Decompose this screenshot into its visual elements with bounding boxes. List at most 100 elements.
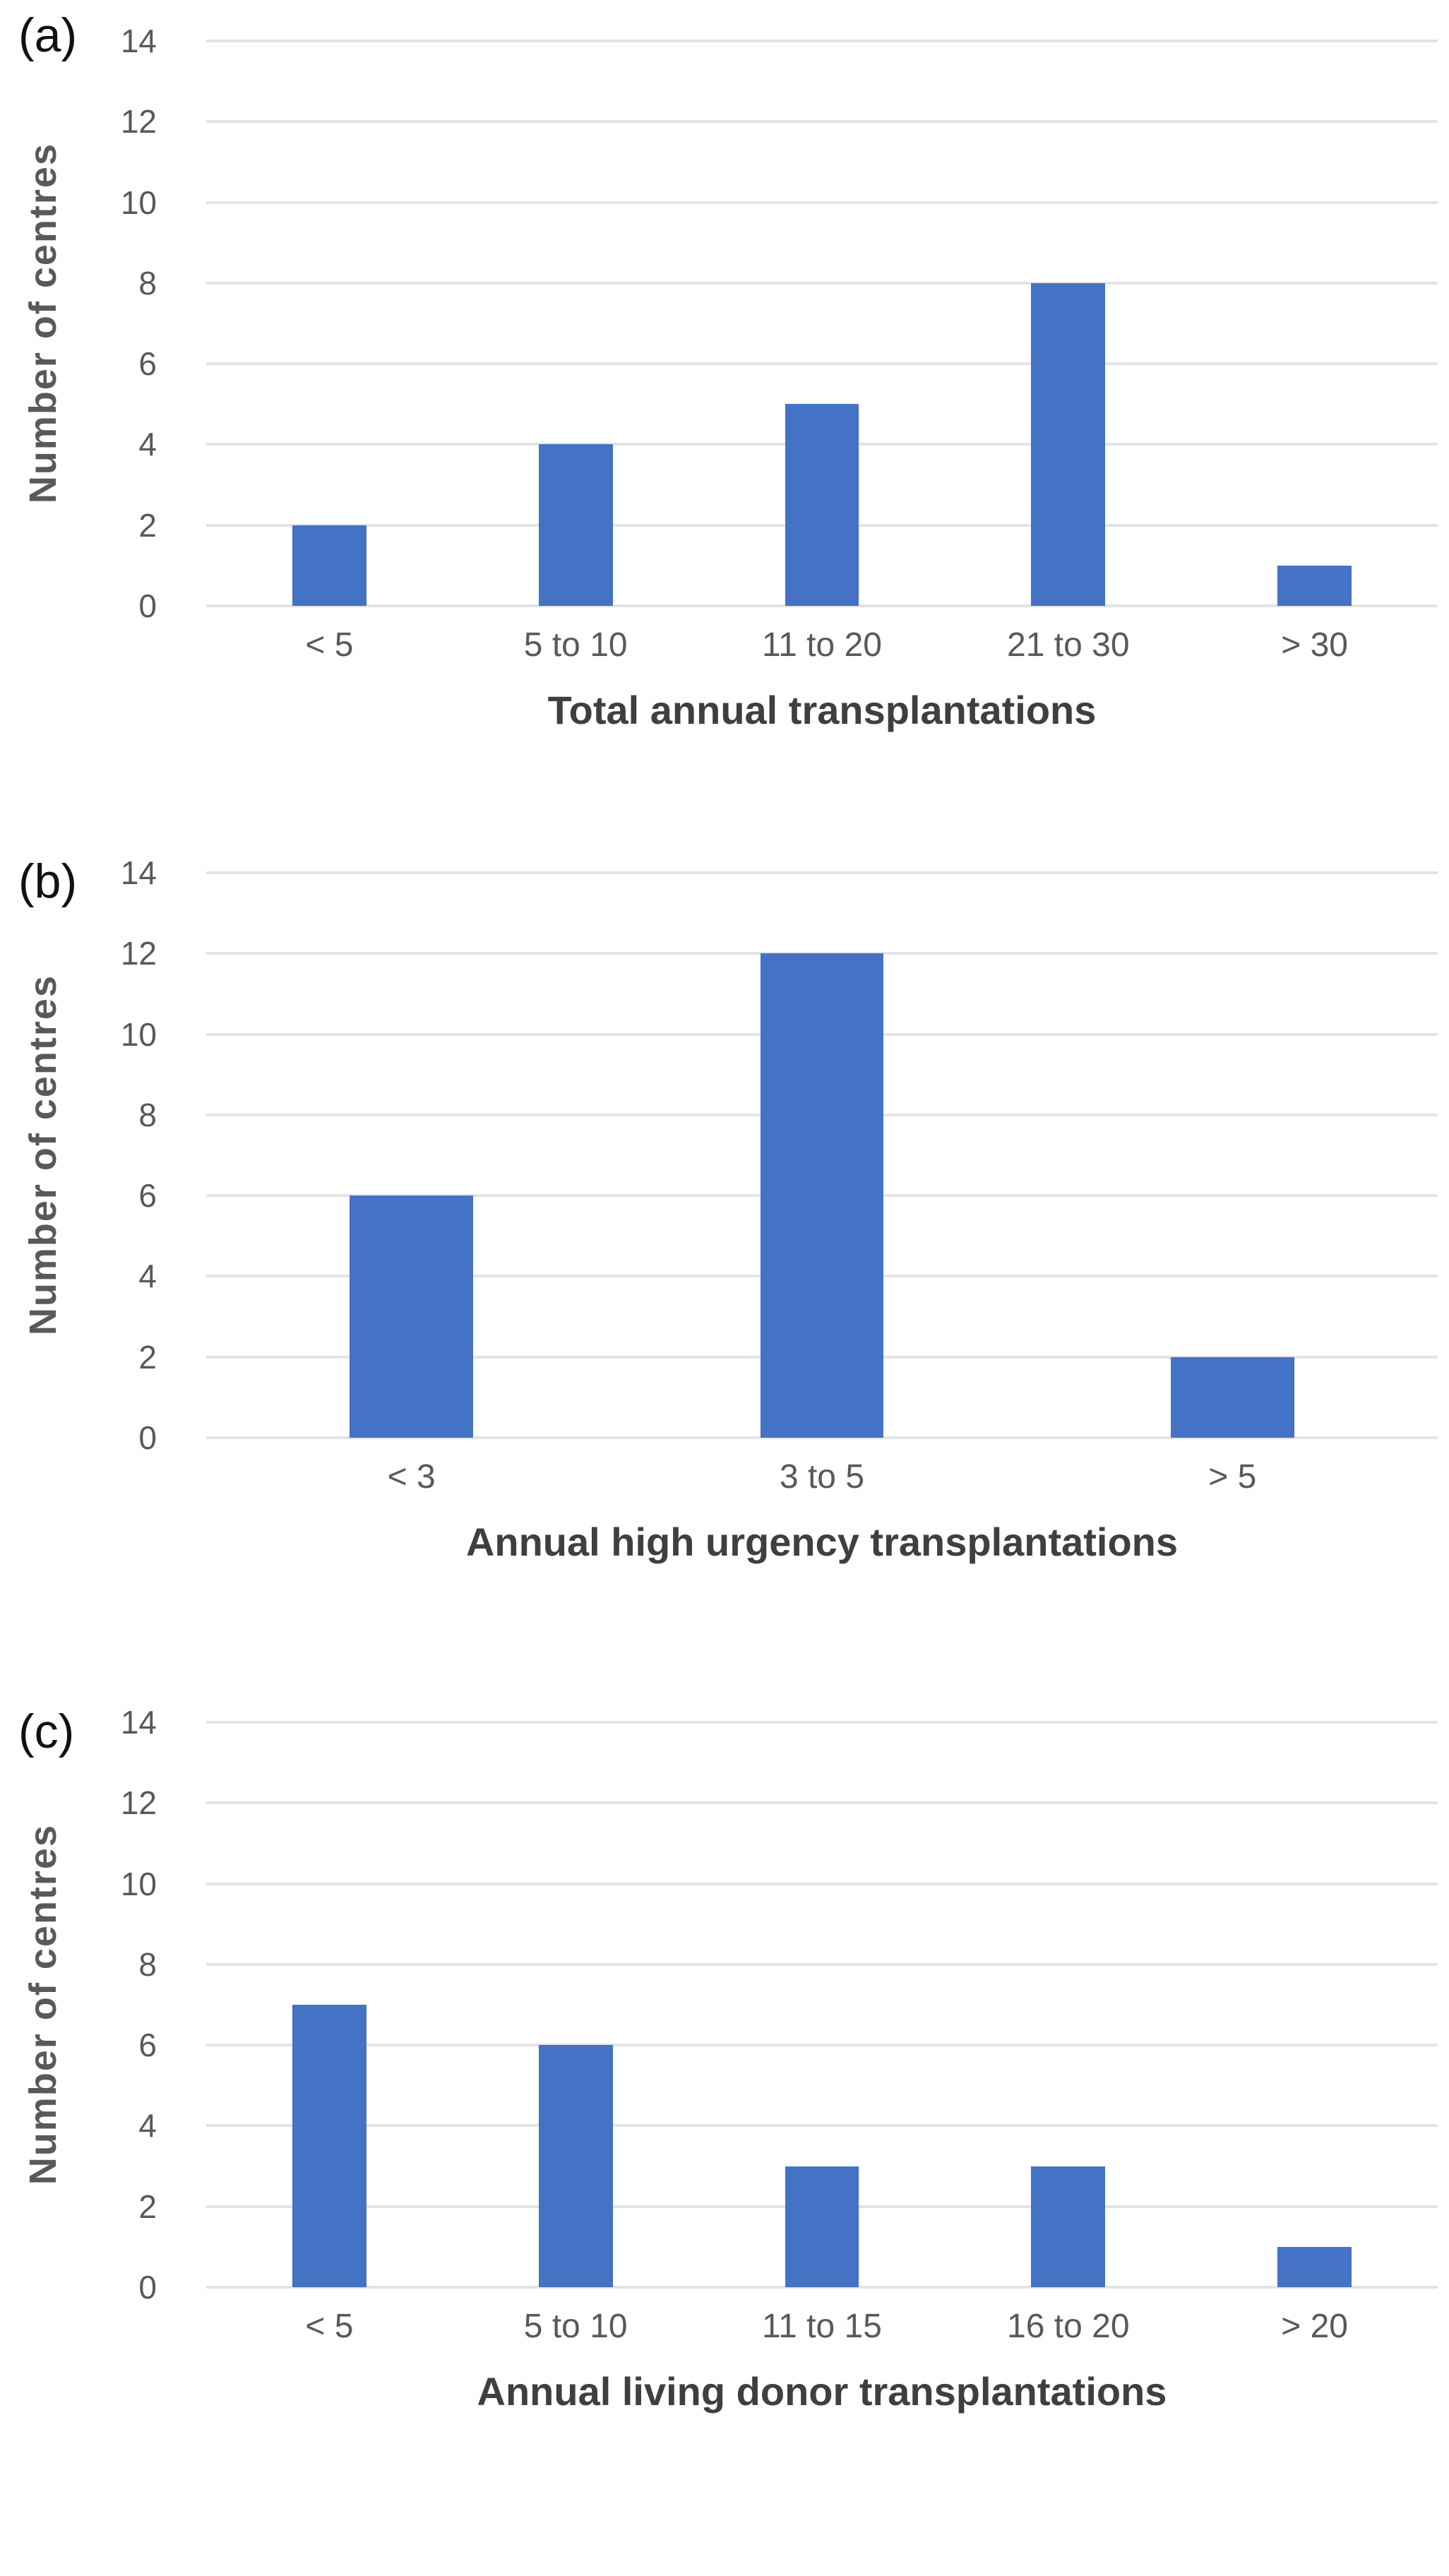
- gridline: [206, 362, 1438, 366]
- chart-area: Number of centres 0 2 4 6 8 10 12 14: [0, 857, 1449, 1454]
- y-tick-label: 2: [138, 506, 157, 544]
- bar->-20: [1277, 2246, 1352, 2287]
- y-tick-label: 4: [138, 426, 157, 463]
- y-tick-label: 12: [120, 103, 157, 141]
- x-axis-title: Annual living donor transplantations: [477, 2368, 1167, 2414]
- bar-3-to-5: [760, 953, 884, 1438]
- bar-16-to-20: [1031, 2166, 1106, 2287]
- x-tick-label: 5 to 10: [523, 626, 628, 664]
- x-tick-label: 11 to 15: [762, 2308, 882, 2345]
- panel-label-b: (b): [18, 854, 78, 908]
- y-tick-label: 6: [138, 1177, 157, 1215]
- bar-<-5: [292, 2005, 366, 2287]
- bar-slot: [1191, 1722, 1438, 2287]
- bar-slot: [453, 41, 699, 606]
- x-tick-label: 16 to 20: [1007, 2308, 1130, 2345]
- bar-5-to-10: [538, 444, 613, 606]
- plot-area: [206, 1721, 1438, 2289]
- x-tick-label: < 5: [305, 626, 354, 664]
- gridline: [206, 120, 1438, 124]
- bar-slot: [1191, 41, 1438, 606]
- gridline: [206, 1882, 1438, 1885]
- gridline: [206, 281, 1438, 285]
- bar-<-5: [292, 525, 366, 606]
- y-axis-title: Number of centres: [0, 873, 86, 1438]
- y-axis-title: Number of centres: [0, 41, 86, 606]
- panel-label-a: (a): [18, 8, 78, 62]
- y-tick-label: 8: [138, 264, 157, 302]
- x-tick-label: 21 to 30: [1007, 626, 1130, 664]
- gridline: [206, 201, 1438, 204]
- y-tick-label: 12: [120, 1784, 157, 1822]
- bar-5-to-10: [538, 2045, 613, 2287]
- x-axis-title: Annual high urgency transplantations: [465, 1519, 1179, 1564]
- bar-slot: [945, 1722, 1191, 2287]
- y-tick-label: 8: [138, 1096, 157, 1133]
- x-axis-labels: < 5 5 to 10 11 to 15 16 to 20 > 20: [206, 2308, 1438, 2346]
- x-tick-label: < 5: [305, 2308, 354, 2345]
- y-axis-ticks: 0 2 4 6 8 10 12 14: [86, 857, 162, 1454]
- y-axis-title: Number of centres: [0, 1722, 86, 2287]
- y-tick-label: 10: [120, 1865, 157, 1902]
- y-tick-label: 14: [120, 23, 157, 59]
- y-tick-label: 2: [138, 2188, 157, 2225]
- gridline: [206, 871, 1438, 874]
- bars-row: [206, 873, 1438, 1438]
- bar->-5: [1171, 1356, 1294, 1438]
- y-axis-title-text: Number of centres: [22, 1824, 64, 2186]
- chart-area: Number of centres 0 2 4 6 8 10 12 14: [0, 25, 1449, 622]
- y-tick-label: 4: [138, 2107, 157, 2145]
- plot-area: [206, 871, 1438, 1439]
- x-tick-label: 11 to 20: [762, 626, 882, 664]
- y-tick-label: 12: [120, 935, 157, 972]
- bar-slot: [699, 1722, 946, 2287]
- chart-area: Number of centres 0 2 4 6 8 10 12 14: [0, 1706, 1449, 2303]
- x-tick-label: < 3: [387, 1458, 436, 1496]
- bars-row: [206, 41, 1438, 606]
- bar-21-to-30: [1031, 282, 1106, 606]
- bar->-30: [1277, 565, 1352, 606]
- y-tick-label: 10: [120, 184, 157, 221]
- y-tick-label: 0: [138, 2269, 157, 2306]
- y-tick-label: 2: [138, 1338, 157, 1376]
- plot-area: [206, 40, 1438, 607]
- y-tick-label: 6: [138, 345, 157, 383]
- bar-slot: [206, 1722, 453, 2287]
- x-tick-label: > 5: [1208, 1458, 1257, 1496]
- bar-slot: [699, 41, 946, 606]
- y-tick-label: 8: [138, 1945, 157, 1983]
- gridline: [206, 2124, 1438, 2128]
- y-tick-label: 4: [138, 1258, 157, 1295]
- y-axis-ticks: 0 2 4 6 8 10 12 14: [86, 25, 162, 622]
- gridline: [206, 604, 1438, 607]
- y-tick-label: 6: [138, 2027, 157, 2064]
- y-axis-title-text: Number of centres: [22, 974, 64, 1336]
- gridline: [206, 2044, 1438, 2047]
- bar-slot: [616, 873, 1027, 1438]
- bar-11-to-20: [785, 404, 859, 606]
- y-tick-label: 10: [120, 1015, 157, 1053]
- gridline: [206, 2286, 1438, 2289]
- y-axis-title-text: Number of centres: [22, 143, 64, 504]
- x-tick-label: > 30: [1281, 626, 1348, 664]
- y-axis-ticks: 0 2 4 6 8 10 12 14: [86, 1706, 162, 2303]
- chart-panel-a: (a) Number of centres 0 2 4 6 8 10 12 14 < 5 5 t…: [0, 0, 1449, 784]
- x-axis-labels: < 5 5 to 10 11 to 20 21 to 30 > 30: [206, 626, 1438, 664]
- bar-slot: [945, 41, 1191, 606]
- y-tick-label: 14: [120, 854, 157, 891]
- x-axis-labels: < 3 3 to 5 > 5: [206, 1458, 1438, 1496]
- chart-panel-c: (c) Number of centres 0 2 4 6 8 10 12 14 < 5 5 t…: [0, 1645, 1449, 2576]
- gridline: [206, 1962, 1438, 1966]
- y-tick-label: 14: [120, 1704, 157, 1741]
- bar-slot: [206, 41, 453, 606]
- bar-slot: [1027, 873, 1438, 1438]
- gridline: [206, 1721, 1438, 1724]
- panel-label-c: (c): [18, 1705, 75, 1758]
- bar-slot: [453, 1722, 699, 2287]
- chart-panel-b: (b) Number of centres 0 2 4 6 8 10 12 14 < 3 3 t…: [0, 784, 1449, 1645]
- gridline: [206, 40, 1438, 42]
- bar-slot: [206, 873, 616, 1438]
- x-tick-label: 3 to 5: [779, 1458, 865, 1496]
- bar-<-3: [350, 1195, 473, 1438]
